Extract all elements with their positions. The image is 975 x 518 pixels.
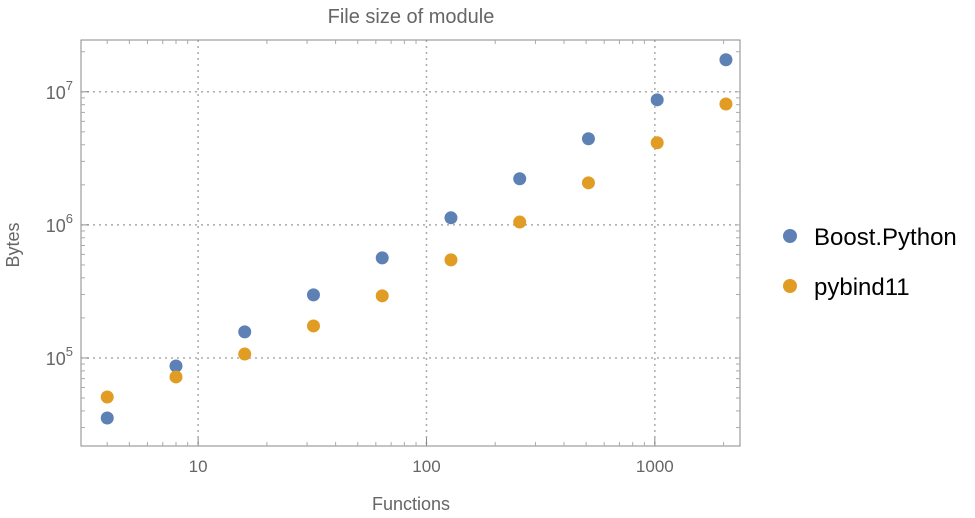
point-pybind11 [719,97,733,111]
point-pybind11 [169,370,183,384]
point-boost-python [513,172,527,186]
point-boost-python [375,251,389,265]
chart-title: File size of module [328,6,495,28]
point-boost-python [581,132,595,146]
x-tick-label: 100 [412,457,440,476]
point-pybind11 [650,136,664,150]
grid [81,40,740,446]
y-tick-label: 106 [46,211,73,236]
point-pybind11 [306,319,320,333]
plot-frame [80,39,741,447]
point-boost-python [719,53,733,67]
x-tick-label: 1000 [636,457,674,476]
point-pybind11 [513,215,527,229]
y-tick-base: 10 [46,83,66,103]
legend-label: pybind11 [814,274,910,301]
point-pybind11 [444,253,458,267]
point-boost-python [169,359,183,373]
legend-label: Boost.Python [814,224,957,251]
legend-marker [783,229,797,243]
x-axis-label: Functions [372,494,450,513]
point-boost-python [650,93,664,107]
point-boost-python [306,288,320,302]
y-tick-base: 10 [46,216,66,236]
point-pybind11 [581,176,595,190]
y-tick-label: 105 [46,344,73,369]
y-tick-label: 107 [46,78,73,103]
x-tick-label: 10 [189,457,208,476]
y-tick-exponent: 6 [66,211,73,226]
point-pybind11 [238,347,252,361]
points [100,53,733,425]
point-pybind11 [100,390,114,404]
point-pybind11 [375,289,389,303]
legend-marker [783,279,797,293]
y-axis-label: Bytes [3,222,23,267]
point-boost-python [100,411,114,425]
point-boost-python [238,325,252,339]
legend: Boost.Python pybind11 [783,224,957,301]
y-tick-base: 10 [46,349,66,369]
y-tick-exponent: 7 [66,78,73,93]
point-boost-python [444,211,458,225]
y-tick-exponent: 5 [66,344,73,359]
